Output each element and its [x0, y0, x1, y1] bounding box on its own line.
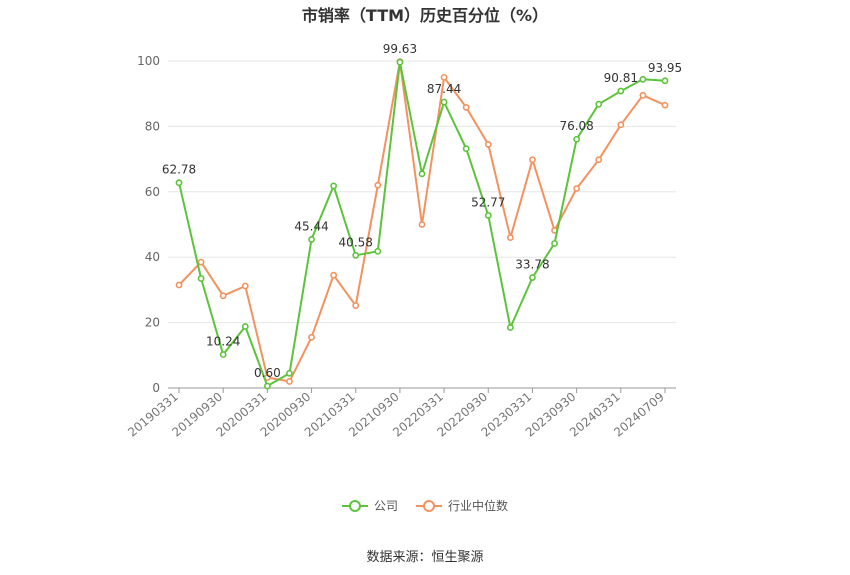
company-data-point: [263, 382, 271, 390]
industry-data-point: [639, 91, 647, 99]
legend-item-company[interactable]: 公司: [341, 497, 398, 514]
source-note: 数据来源：恒生聚源: [366, 550, 484, 565]
data-label: 45.44: [294, 219, 328, 233]
chart-title: 市销率（TTM）历史百分位（%）: [301, 6, 549, 25]
company-data-point: [484, 212, 492, 219]
industry-data-point: [374, 181, 382, 189]
company-data-point: [219, 351, 227, 358]
data-label: 87.44: [427, 82, 461, 96]
industry-data-point: [595, 156, 603, 164]
industry-data-point: [308, 333, 315, 341]
industry-data-point: [440, 73, 448, 81]
company-data-point: [661, 77, 669, 85]
legend-swatch-industry: [416, 499, 442, 513]
company-data-point: [529, 274, 536, 281]
industry-data-point: [197, 258, 205, 266]
data-label: 10.24: [206, 335, 240, 349]
y-tick-label: 80: [145, 119, 160, 133]
legend-label-company: 公司: [373, 499, 398, 513]
industry-data-point: [661, 101, 669, 109]
legend-label-industry: 行业中位数: [448, 499, 509, 513]
data-label: 33.78: [515, 258, 549, 272]
company-data-point: [396, 58, 404, 66]
industry-data-point: [352, 302, 360, 309]
data-label: 76.08: [559, 119, 593, 133]
industry-data-point: [462, 104, 470, 111]
company-data-point: [330, 182, 338, 190]
legend-item-industry[interactable]: 行业中位数: [416, 497, 508, 514]
company-data-point: [374, 247, 382, 255]
company-data-point: [308, 236, 315, 243]
company-data-point: [462, 145, 470, 153]
industry-data-point: [418, 221, 426, 228]
y-tick-label: 60: [145, 185, 160, 199]
industry-data-point: [286, 378, 293, 385]
industry-data-point: [506, 234, 514, 241]
company-data-point: [352, 251, 360, 259]
data-label: 40.58: [339, 235, 373, 249]
data-label: 99.63: [383, 42, 417, 56]
industry-data-point: [529, 156, 536, 164]
data-label: 0.60: [254, 366, 281, 380]
industry-data-point: [573, 185, 581, 192]
company-data-point: [241, 323, 249, 330]
y-tick-label: 40: [145, 250, 160, 264]
data-label: 93.95: [648, 61, 682, 75]
y-tick-label: 0: [152, 381, 160, 395]
company-data-point: [639, 75, 647, 83]
industry-data-point: [617, 121, 625, 129]
y-tick-label: 100: [137, 54, 160, 68]
data-label: 62.78: [162, 163, 196, 177]
industry-data-point: [330, 271, 338, 279]
company-data-point: [573, 135, 581, 143]
industry-data-point: [484, 140, 492, 148]
company-data-point: [551, 240, 558, 247]
data-label: 52.77: [471, 195, 505, 209]
legend-swatch-company: [341, 499, 368, 513]
industry-data-point: [175, 281, 183, 289]
company-data-point: [418, 170, 426, 178]
company-data-point: [506, 324, 514, 331]
legend: 公司 行业中位数: [0, 497, 850, 514]
company-data-point: [617, 87, 625, 95]
industry-data-point: [241, 282, 249, 290]
company-data-point: [197, 275, 205, 282]
company-data-point: [595, 100, 603, 108]
company-data-point: [286, 369, 293, 377]
y-tick-label: 20: [145, 316, 160, 330]
company-data-point: [175, 179, 183, 187]
company-data-point: [440, 98, 448, 106]
industry-data-point: [219, 292, 227, 300]
data-label: 90.81: [604, 71, 638, 85]
